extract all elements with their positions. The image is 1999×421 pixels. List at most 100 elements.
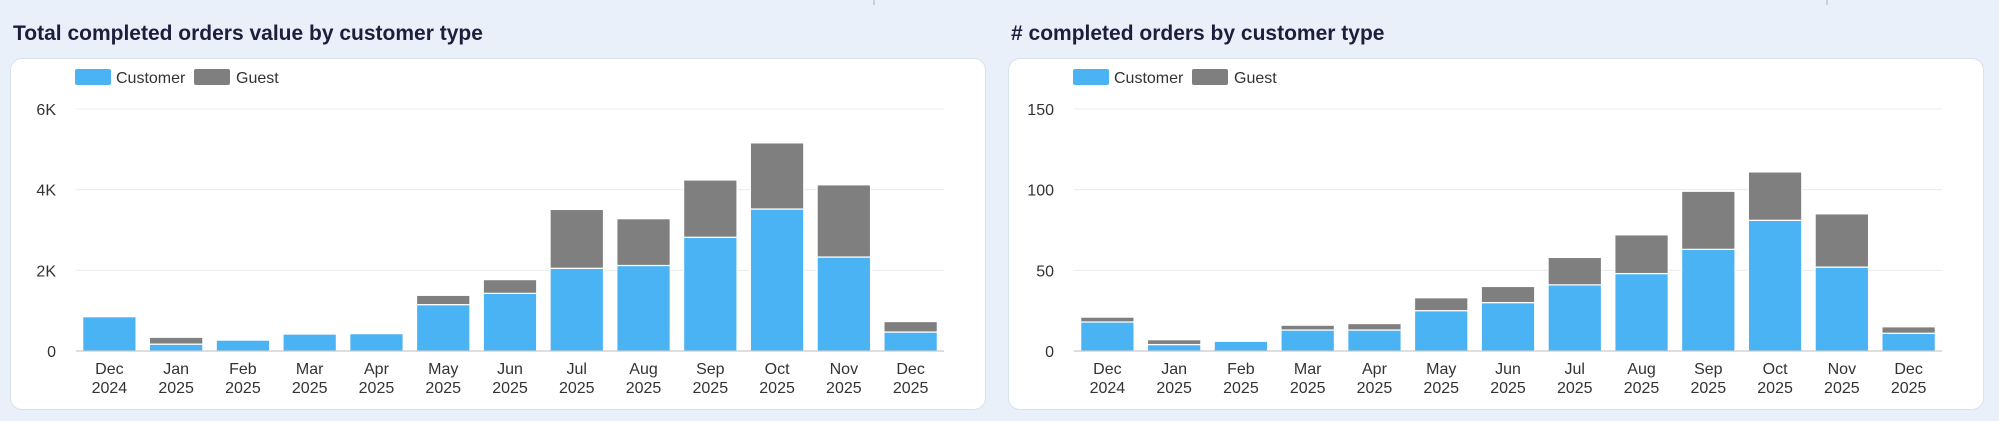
x-tick-label: Aug 2025 bbox=[1624, 361, 1660, 397]
stacked-bar-chart-orders-value: Customer Guest 0 2K 4K 6K Dec 2024 Jan 202… bbox=[36, 69, 944, 397]
bar-customer[interactable] bbox=[215, 339, 271, 352]
bar-customer[interactable] bbox=[1146, 343, 1202, 352]
legend-swatch-guest bbox=[194, 69, 230, 85]
bar-customer[interactable] bbox=[1347, 329, 1402, 352]
y-tick-label: 2K bbox=[36, 263, 56, 280]
bar-guest[interactable] bbox=[616, 218, 671, 267]
bar-customer[interactable] bbox=[1814, 266, 1870, 352]
chart-title: Total completed orders value by customer… bbox=[13, 22, 483, 45]
x-tick-label: Apr 2025 bbox=[359, 361, 395, 397]
x-tick-label: Oct 2025 bbox=[759, 361, 795, 397]
x-tick-label: Sep 2025 bbox=[1691, 361, 1727, 397]
bar-guest[interactable] bbox=[1680, 190, 1736, 250]
bar-guest[interactable] bbox=[883, 320, 938, 333]
bar-customer[interactable] bbox=[816, 256, 872, 352]
bar-customer[interactable] bbox=[616, 264, 671, 352]
gridlines bbox=[76, 108, 944, 271]
bar-guest[interactable] bbox=[1413, 297, 1469, 312]
y-axis: 0 2K 4K 6K bbox=[36, 102, 56, 361]
bar-guest[interactable] bbox=[1881, 326, 1936, 334]
x-axis: Dec 2024 Jan 2025 Feb 2025 Mar 2025 Apr 2025 … bbox=[92, 361, 929, 397]
x-tick-label: Jan 2025 bbox=[1156, 361, 1192, 397]
toolbar-divider bbox=[1826, 0, 1828, 5]
x-tick-label: Feb 2025 bbox=[1223, 361, 1259, 397]
x-tick-label: Sep 2025 bbox=[693, 361, 729, 397]
bar-guest[interactable] bbox=[1747, 171, 1803, 221]
x-tick-label: May 2025 bbox=[425, 361, 461, 397]
bar-guest[interactable] bbox=[1347, 322, 1402, 331]
legend-label-guest[interactable]: Guest bbox=[1234, 70, 1277, 87]
y-tick-label: 6K bbox=[36, 102, 56, 119]
bar-customer[interactable] bbox=[415, 304, 471, 352]
bar-guest[interactable] bbox=[749, 142, 805, 210]
bar-guest[interactable] bbox=[1146, 339, 1202, 346]
x-tick-label: Jun 2025 bbox=[1490, 361, 1526, 397]
x-tick-label: Dec 2024 bbox=[92, 361, 128, 397]
bar-customer[interactable] bbox=[1080, 321, 1135, 352]
bar-guest[interactable] bbox=[816, 184, 872, 258]
legend-label-guest[interactable]: Guest bbox=[236, 70, 279, 87]
bar-guest[interactable] bbox=[1547, 256, 1603, 286]
toolbar-divider bbox=[873, 0, 875, 5]
bar-customer[interactable] bbox=[549, 267, 605, 352]
bar-guest[interactable] bbox=[1080, 316, 1135, 323]
bar-customer[interactable] bbox=[1614, 272, 1669, 352]
bar-customer[interactable] bbox=[349, 333, 404, 352]
bar-guest[interactable] bbox=[549, 208, 605, 269]
x-tick-label: Nov 2025 bbox=[1824, 361, 1860, 397]
bar-customer[interactable] bbox=[1747, 219, 1803, 352]
bar-guest[interactable] bbox=[682, 179, 738, 238]
x-axis: Dec 2024 Jan 2025 Feb 2025 Mar 2025 Apr 2025 … bbox=[1090, 361, 1927, 397]
bar-customer[interactable] bbox=[1881, 332, 1936, 352]
bar-customer[interactable] bbox=[1280, 329, 1336, 352]
bar-customer[interactable] bbox=[482, 292, 538, 352]
x-tick-label: Dec 2024 bbox=[1090, 361, 1126, 397]
legend-swatch-customer bbox=[75, 69, 111, 85]
bar-customer[interactable] bbox=[682, 236, 738, 352]
bar-guest[interactable] bbox=[1280, 324, 1336, 331]
x-tick-label: Jun 2025 bbox=[492, 361, 528, 397]
stacked-bar-chart-orders-count: Customer Guest 0 50 100 150 Dec 2024 Jan 2… bbox=[1027, 69, 1942, 397]
y-tick-label: 100 bbox=[1027, 183, 1054, 200]
gridlines bbox=[1074, 108, 1942, 271]
bar-guest[interactable] bbox=[482, 279, 538, 294]
bar-customer[interactable] bbox=[1480, 302, 1536, 352]
bar-guest[interactable] bbox=[1814, 213, 1870, 268]
x-tick-label: Jul 2025 bbox=[559, 361, 595, 397]
bar-customer[interactable] bbox=[282, 333, 338, 352]
chart-card: Customer Guest 0 2K 4K 6K Dec 2024 Jan 202… bbox=[10, 58, 986, 410]
bar-guest[interactable] bbox=[415, 294, 471, 306]
bar-customer[interactable] bbox=[883, 331, 938, 352]
bar-customer[interactable] bbox=[749, 208, 805, 352]
bar-customer[interactable] bbox=[82, 316, 137, 352]
legend: Customer Guest bbox=[75, 69, 279, 87]
x-tick-label: Mar 2025 bbox=[1290, 361, 1326, 397]
legend: Customer Guest bbox=[1073, 69, 1277, 87]
chart-card: Customer Guest 0 50 100 150 Dec 2024 Jan 2… bbox=[1008, 58, 1984, 410]
x-tick-label: Aug 2025 bbox=[626, 361, 662, 397]
top-toolbar-edge bbox=[0, 0, 1999, 6]
bar-guest[interactable] bbox=[148, 336, 204, 345]
x-tick-label: Jul 2025 bbox=[1557, 361, 1593, 397]
bar-customer[interactable] bbox=[1680, 248, 1736, 352]
y-tick-label: 50 bbox=[1036, 263, 1054, 280]
x-tick-label: Nov 2025 bbox=[826, 361, 862, 397]
y-tick-label: 0 bbox=[47, 344, 56, 361]
bar-customer[interactable] bbox=[1547, 284, 1603, 352]
y-tick-label: 150 bbox=[1027, 102, 1054, 119]
x-tick-label: Mar 2025 bbox=[292, 361, 328, 397]
bars bbox=[82, 142, 938, 352]
legend-label-customer[interactable]: Customer bbox=[116, 70, 186, 87]
bar-customer[interactable] bbox=[148, 343, 204, 352]
x-tick-label: Oct 2025 bbox=[1757, 361, 1793, 397]
x-tick-label: Feb 2025 bbox=[225, 361, 261, 397]
legend-label-customer[interactable]: Customer bbox=[1114, 70, 1184, 87]
y-tick-label: 4K bbox=[36, 183, 56, 200]
bar-customer[interactable] bbox=[1413, 310, 1469, 352]
bar-customer[interactable] bbox=[1213, 340, 1269, 352]
y-tick-label: 0 bbox=[1045, 344, 1054, 361]
bar-guest[interactable] bbox=[1614, 234, 1669, 275]
legend-swatch-customer bbox=[1073, 69, 1109, 85]
x-tick-label: Apr 2025 bbox=[1357, 361, 1393, 397]
bar-guest[interactable] bbox=[1480, 285, 1536, 304]
